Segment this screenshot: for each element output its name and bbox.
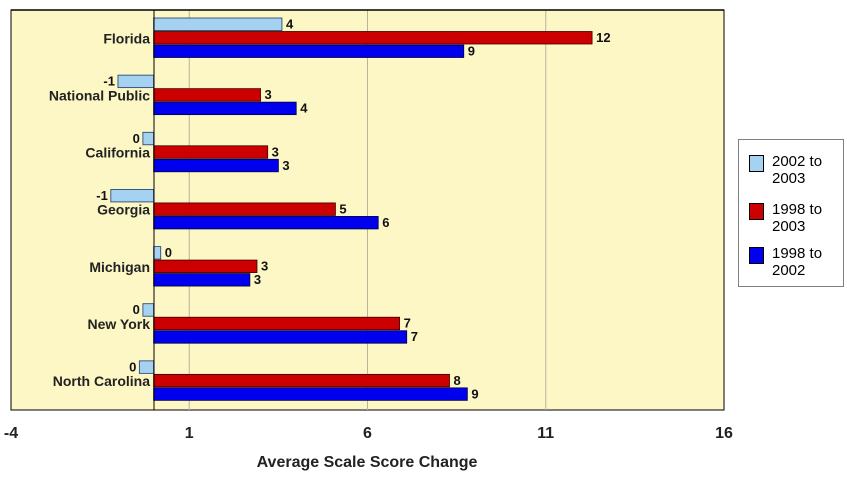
category-labels: Florida National Public California Georgia M… — [49, 30, 150, 389]
bar-2002-to-2003 — [110, 189, 154, 203]
bar-2002-to-2003 — [142, 131, 154, 146]
bar-value-label: 8 — [453, 373, 460, 388]
bar-1998-to-2002 — [153, 158, 279, 173]
x-tick-label: -4 — [4, 425, 18, 442]
bar-value-label: 7 — [404, 316, 411, 331]
category-label: Michigan — [89, 259, 150, 275]
bar-2002-to-2003 — [138, 360, 154, 374]
x-tick-labels: -4 1 6 11 16 — [4, 425, 733, 442]
bar-value-label: 6 — [382, 215, 389, 230]
bar-value-label: 3 — [282, 158, 289, 173]
bar-value-label: 4 — [286, 17, 294, 32]
x-tick-label: 16 — [715, 425, 733, 442]
bar-value-label: 0 — [165, 245, 172, 260]
bar-value-label: 4 — [300, 101, 308, 116]
bar-1998-to-2003 — [153, 145, 269, 159]
category-label: California — [85, 145, 150, 161]
bar-1998-to-2002 — [153, 330, 408, 344]
bar-2002-to-2003 — [117, 74, 154, 89]
bar-value-label: 0 — [133, 302, 140, 317]
legend-swatch-1998-2003 — [749, 203, 764, 220]
bar-1998-to-2002 — [153, 387, 468, 401]
bar-1998-to-2003 — [153, 259, 258, 273]
bar-value-label: 3 — [261, 259, 268, 274]
x-tick-label: 1 — [185, 425, 194, 442]
legend-swatch-1998-2002 — [749, 247, 764, 264]
category-label: National Public — [49, 87, 150, 103]
bar-2002-to-2003 — [153, 17, 283, 31]
bar-2002-to-2003 — [153, 246, 162, 260]
category-label: Georgia — [97, 202, 150, 218]
x-tick-label: 11 — [537, 425, 554, 442]
bars — [110, 17, 593, 401]
legend-label: 1998 to 2003 — [772, 201, 823, 235]
bar-1998-to-2003 — [153, 316, 400, 331]
category-label: North Carolina — [53, 373, 150, 389]
category-label: Florida — [103, 30, 150, 46]
bar-1998-to-2003 — [153, 202, 336, 216]
bar-value-label: 12 — [596, 30, 610, 45]
bar-1998-to-2002 — [153, 273, 251, 287]
bar-1998-to-2003 — [153, 31, 593, 45]
bar-value-label: 3 — [272, 144, 279, 159]
bar-value-label: 0 — [129, 359, 136, 374]
bar-1998-to-2002 — [153, 44, 465, 58]
bar-value-label: -1 — [96, 188, 108, 203]
legend-label: 2002 to 2003 — [772, 153, 823, 187]
bar-value-label: 5 — [339, 201, 346, 216]
legend: 2002 to 2003 1998 to 2003 1998 to 2002 — [738, 139, 844, 287]
bar-value-label: 3 — [254, 272, 261, 287]
bar-value-label: 0 — [133, 131, 140, 146]
legend-label: 1998 to 2002 — [772, 245, 823, 279]
bar-value-label: 9 — [471, 386, 478, 401]
legend-swatch-2002-2003 — [749, 155, 764, 172]
bar-1998-to-2002 — [153, 216, 379, 230]
bar-1998-to-2003 — [153, 88, 261, 102]
x-axis-title: Average Scale Score Change — [257, 454, 478, 471]
x-tick-label: 6 — [363, 425, 372, 442]
bar-value-label: -1 — [103, 74, 115, 89]
bar-1998-to-2002 — [153, 101, 297, 116]
bar-1998-to-2003 — [153, 373, 450, 388]
category-label: New York — [87, 316, 150, 332]
bar-value-label: 7 — [411, 329, 418, 344]
bar-value-label: 9 — [468, 44, 475, 59]
bar-value-label: 3 — [265, 87, 272, 102]
bar-2002-to-2003 — [142, 303, 154, 317]
